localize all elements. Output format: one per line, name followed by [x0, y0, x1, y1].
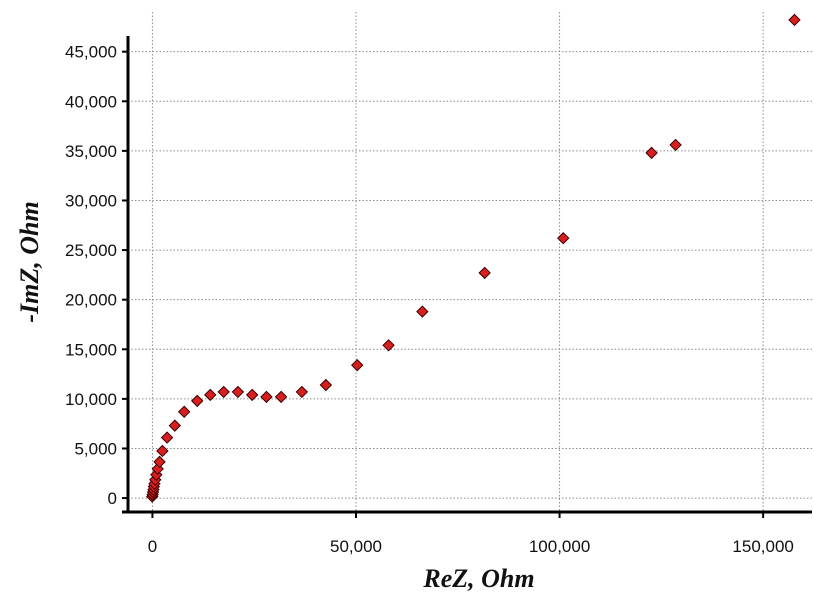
data-point — [788, 13, 801, 27]
y-tick-label: 25,000 — [65, 241, 117, 260]
y-tick-label: 30,000 — [65, 191, 117, 210]
y-tick-label: 15,000 — [65, 340, 117, 359]
tick-labels: 0 5,000 10,000 15,000 20,000 25,000 30,000 35,0… — [65, 43, 794, 556]
y-tick-label: 5,000 — [74, 439, 117, 458]
data-point — [156, 444, 169, 458]
data-point — [260, 390, 273, 404]
y-tick-label: 10,000 — [65, 390, 117, 409]
data-point — [645, 146, 658, 160]
data-point — [217, 385, 230, 399]
data-point — [557, 231, 570, 245]
data-point — [204, 388, 217, 402]
y-tick-label: 0 — [108, 489, 117, 508]
data-point — [160, 431, 174, 444]
data-point — [153, 455, 166, 469]
data-point — [177, 405, 191, 418]
data-point — [382, 339, 395, 352]
data-point — [168, 419, 182, 432]
data-point — [478, 266, 491, 280]
y-tick-label: 40,000 — [65, 92, 117, 111]
y-tick-label: 35,000 — [65, 142, 117, 161]
data-point — [245, 388, 259, 402]
grid-lines — [128, 12, 812, 512]
x-tick-label: 0 — [148, 537, 157, 556]
data-point — [274, 390, 288, 404]
data-point — [231, 385, 245, 399]
y-tick-label: 45,000 — [65, 43, 117, 62]
data-point — [191, 394, 204, 408]
y-tick-label: 20,000 — [65, 291, 117, 310]
y-axis-title: -ImZ, Ohm — [15, 201, 44, 322]
data-points — [146, 13, 801, 503]
data-point — [416, 305, 429, 318]
data-point — [295, 385, 309, 399]
data-point — [351, 358, 364, 372]
x-tick-label: 150,000 — [732, 537, 793, 556]
x-axis-title: ReZ, Ohm — [422, 564, 534, 593]
x-tick-label: 50,000 — [330, 537, 382, 556]
axes — [122, 36, 812, 518]
x-tick-label: 100,000 — [529, 537, 590, 556]
data-point — [319, 378, 333, 392]
data-point — [669, 138, 682, 152]
